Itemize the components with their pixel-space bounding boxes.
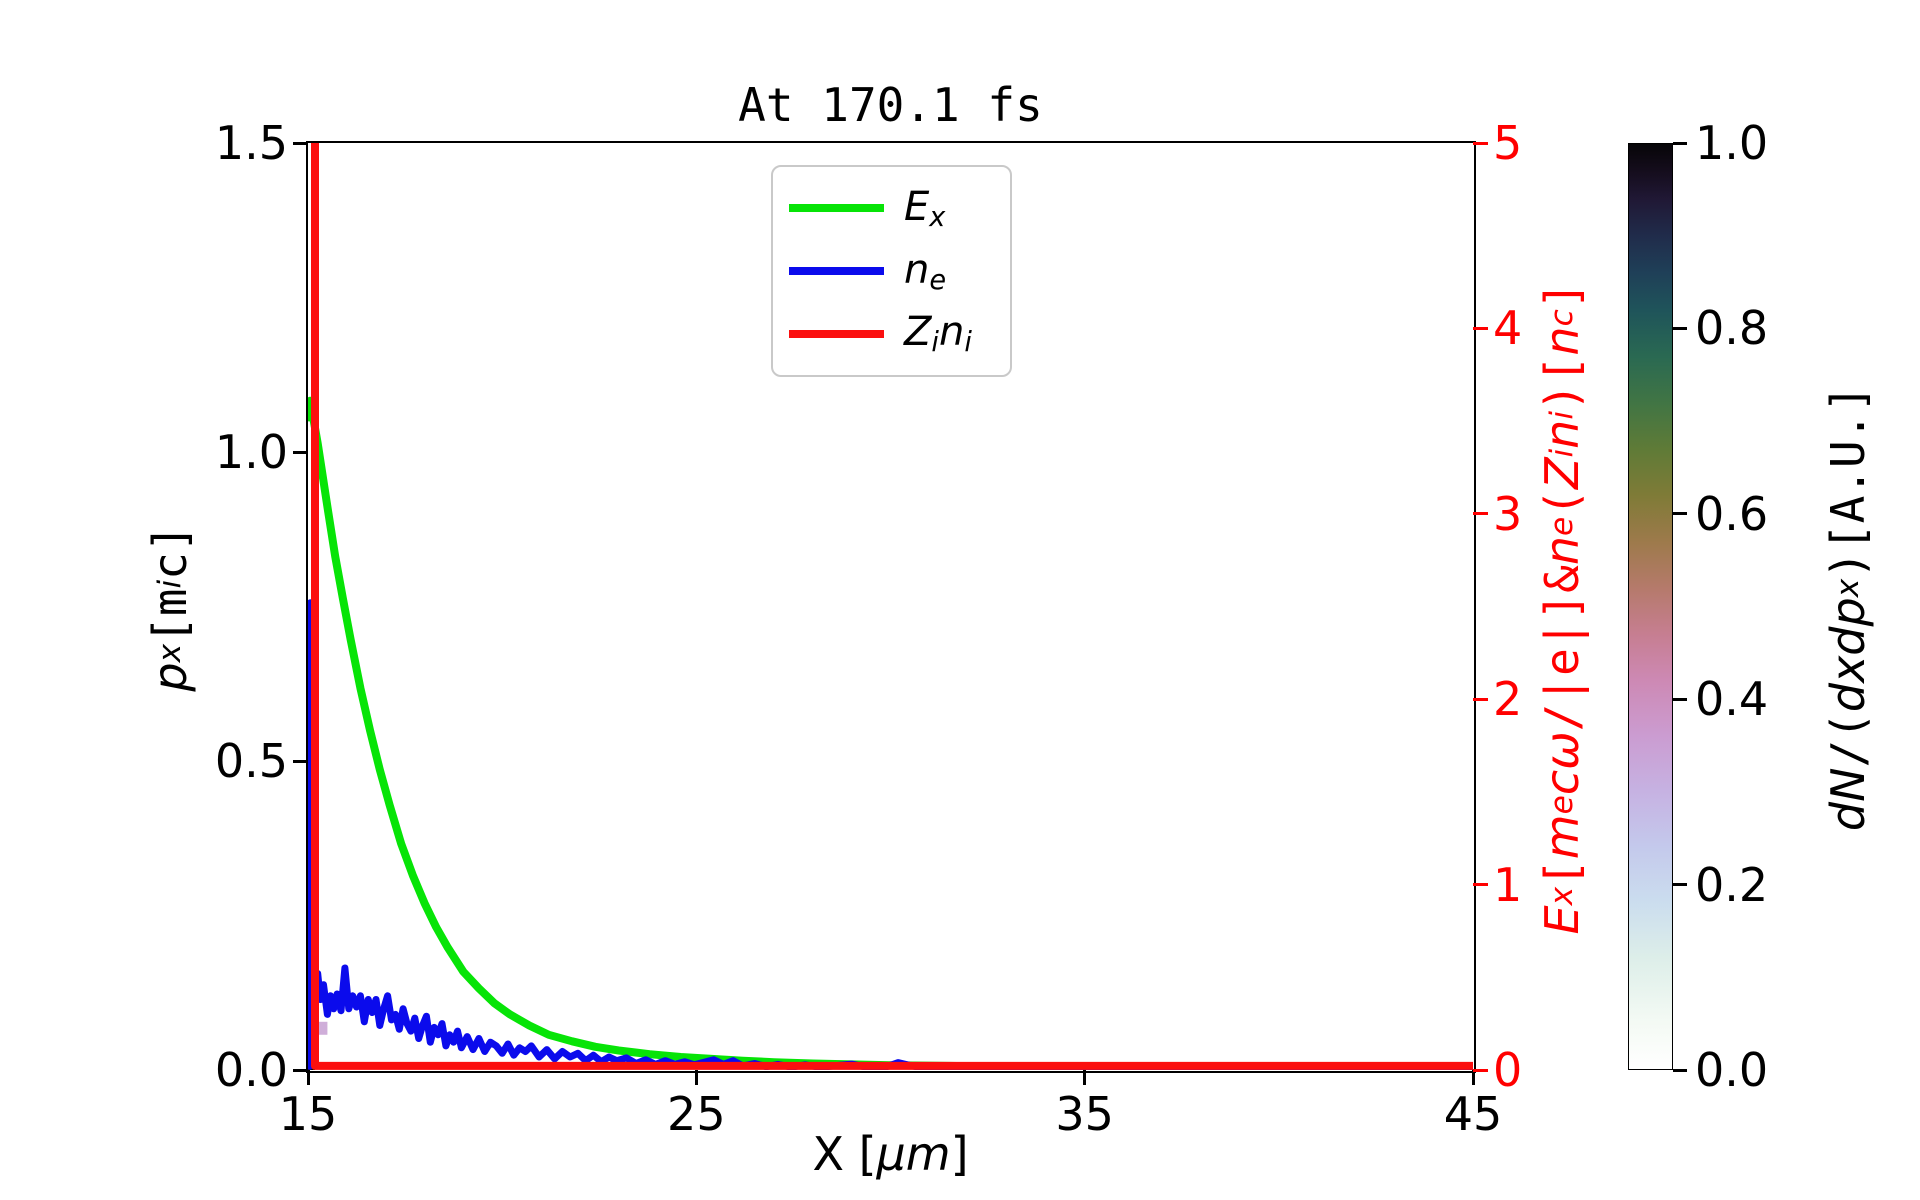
colorbar-gradient	[1628, 143, 1673, 1070]
y-right-tick-mark	[1473, 697, 1488, 701]
label-fragment: i	[1544, 410, 1580, 420]
colorbar-tick-mark	[1673, 1068, 1687, 1072]
label-fragment: /(	[1821, 712, 1875, 768]
legend-label: Zini	[904, 309, 972, 358]
legend-item: ne	[789, 247, 996, 296]
legend-item: Zini	[789, 309, 996, 358]
label-fragment: e	[1544, 795, 1580, 815]
label-fragment: x	[152, 643, 188, 663]
y-right-tick-mark	[1473, 141, 1488, 145]
colorbar-tick-mark	[1673, 883, 1687, 887]
label-fragment: ]	[950, 1127, 969, 1181]
colorbar-tick-label: 1.0	[1695, 116, 1769, 170]
label-fragment: n	[938, 309, 965, 356]
label-fragment: e	[929, 264, 947, 296]
legend-line-sample	[789, 204, 884, 213]
label-fragment: p	[143, 662, 197, 692]
legend-label: Ex	[904, 184, 945, 233]
y-left-tick-label: 1.0	[214, 425, 288, 479]
y-right-tick-label: 2	[1493, 672, 1523, 727]
label-fragment: x	[929, 201, 946, 233]
colorbar-label: dN/(dxdp x) [A.U.]	[1818, 258, 1878, 958]
label-fragment: n	[904, 246, 930, 293]
y-right-tick-mark	[1473, 1068, 1488, 1072]
x-tick-label: 35	[1055, 1087, 1114, 1141]
label-fragment: e	[1535, 648, 1589, 676]
legend-label: ne	[904, 247, 946, 296]
plot-area	[308, 143, 1473, 1070]
y-right-tick-label: 3	[1493, 486, 1523, 541]
label-fragment: c	[143, 552, 197, 580]
label-fragment: dN	[1821, 767, 1875, 832]
label-fragment: i	[1544, 448, 1580, 458]
label-fragment: μm	[876, 1127, 951, 1181]
colorbar-tick-mark	[1673, 141, 1687, 145]
legend-line-sample	[789, 266, 884, 275]
legend: Ex ne Zini	[771, 165, 1012, 377]
colorbar-tick-mark	[1673, 697, 1687, 701]
y-left-tick-mark	[293, 1068, 308, 1072]
x-tick-label: 15	[278, 1087, 338, 1141]
label-fragment: )	[1535, 383, 1589, 411]
plot-title: At 170.1 fs	[738, 78, 1043, 132]
colorbar-tick-label: 0.0	[1695, 1043, 1769, 1097]
colorbar-tick-mark	[1673, 326, 1687, 330]
legend-item: Ex	[789, 184, 996, 233]
x-tick-mark	[1083, 1070, 1087, 1085]
x-axis-label: X [μm]	[308, 1128, 1473, 1180]
label-fragment: c	[1535, 769, 1589, 796]
label-fragment: i	[931, 327, 939, 359]
label-fragment: )	[1821, 551, 1875, 579]
colorbar-tick-label: 0.2	[1695, 857, 1769, 912]
x-tick-mark	[694, 1070, 698, 1085]
y-left-tick-label: 0.0	[214, 1043, 288, 1097]
label-fragment: n	[1535, 535, 1589, 566]
y-left-tick-mark	[293, 759, 308, 763]
label-fragment: Z	[1535, 457, 1589, 490]
label-fragment: n	[1535, 419, 1589, 449]
y-left-tick-label: 0.5	[214, 734, 288, 788]
colorbar-tick-label: 0.6	[1695, 486, 1769, 541]
plot-frame	[305, 140, 1476, 1073]
label-fragment: [m	[143, 588, 197, 644]
series-line-e_x	[308, 396, 1473, 1070]
colorbar-tick-label: 0.4	[1695, 672, 1769, 727]
legend-line-sample	[789, 329, 884, 338]
y-right-tick-label: 0	[1493, 1043, 1523, 1097]
label-fragment: ω	[1535, 731, 1589, 770]
x-tick-label: 45	[1443, 1087, 1503, 1141]
label-fragment: i	[964, 327, 972, 359]
label-fragment: X [	[812, 1127, 877, 1181]
y-right-tick-label: 1	[1493, 857, 1523, 912]
label-fragment: x	[1830, 578, 1866, 598]
label-fragment: &	[1535, 565, 1589, 593]
y-right-tick-mark	[1473, 512, 1488, 516]
y-right-tick-label: 4	[1493, 301, 1523, 356]
label-fragment: E	[904, 183, 930, 230]
series-line-z_i-n_i	[311, 143, 1473, 1070]
label-fragment: Z	[904, 309, 932, 356]
label-fragment: m	[1535, 814, 1589, 860]
y-left-tick-label: 1.5	[214, 116, 288, 170]
label-fragment: dxdp	[1821, 597, 1875, 713]
y-right-tick-label: 5	[1493, 116, 1523, 170]
label-fragment: i	[152, 579, 188, 589]
y-right-tick-mark	[1473, 883, 1488, 887]
x-tick-label: 25	[667, 1087, 726, 1141]
y-right-tick-mark	[1473, 326, 1488, 330]
series-line-n_e	[308, 599, 1473, 1070]
label-fragment: [	[1535, 355, 1589, 384]
colorbar-tick-mark	[1673, 512, 1687, 516]
y-left-tick-mark	[293, 450, 308, 454]
label-fragment: |]	[1535, 592, 1589, 649]
label-fragment: ]	[143, 524, 197, 553]
label-fragment: [A.U.]	[1821, 384, 1875, 552]
x-tick-mark	[1471, 1070, 1475, 1085]
x-tick-mark	[306, 1070, 310, 1085]
colorbar-tick-label: 0.8	[1695, 301, 1769, 356]
y-left-tick-mark	[293, 141, 308, 145]
